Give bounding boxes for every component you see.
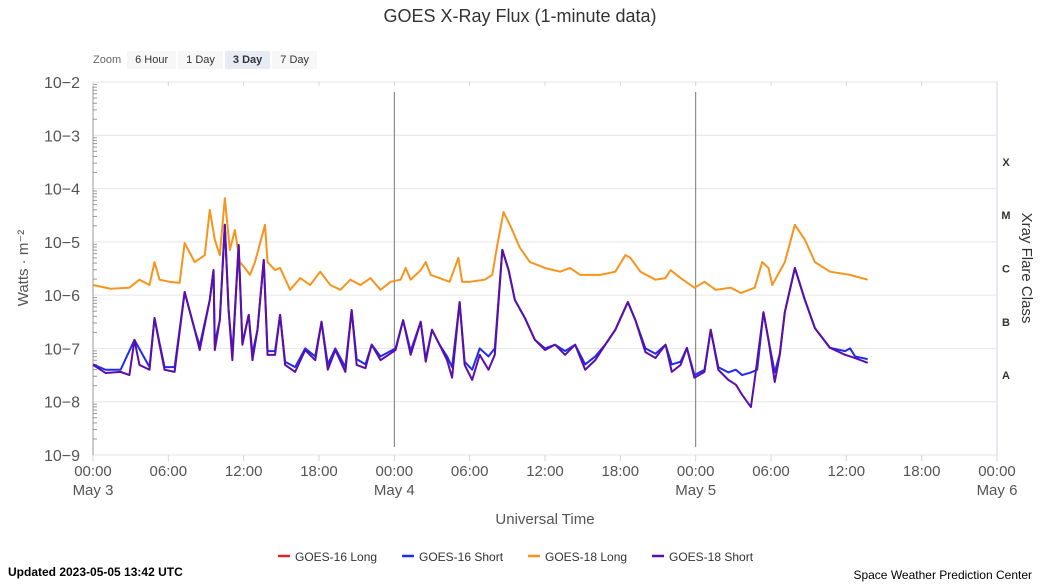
series-line-goes-18-short <box>92 223 869 409</box>
x-axis-title: Universal Time <box>495 511 594 528</box>
zoom-1-day-button[interactable]: 1 Day <box>178 51 223 69</box>
y-tick-label: 10−3 <box>44 128 80 145</box>
y-axis-title: Watts · m⁻² <box>15 230 32 307</box>
zoom-selector: Zoom 6 Hour 1 Day 3 Day 7 Day <box>93 51 319 69</box>
chart-title: GOES X-Ray Flux (1-minute data) <box>383 6 657 26</box>
credit-text: Space Weather Prediction Center <box>853 568 1032 582</box>
updated-timestamp: Updated 2023-05-05 13:42 UTC <box>8 565 183 579</box>
flare-class-label: A <box>1002 370 1010 382</box>
y-tick-label: 10−8 <box>44 395 80 412</box>
x-date-label: May 5 <box>675 482 716 499</box>
y-tick-label: 10−5 <box>44 235 80 252</box>
x-date-label: May 3 <box>73 482 114 499</box>
y-tick-label: 10−2 <box>44 75 80 92</box>
y-tick-label: 10−6 <box>44 288 80 305</box>
x-tick-label: 12:00 <box>225 463 263 480</box>
x-tick-label: 00:00 <box>74 463 112 480</box>
zoom-3-day-button[interactable]: 3 Day <box>224 51 271 69</box>
legend-item[interactable]: GOES-18 Long <box>545 550 627 564</box>
right-axis-title: Xray Flare Class <box>1018 213 1035 324</box>
x-tick-label: 00:00 <box>978 463 1016 480</box>
x-tick-label: 00:00 <box>677 463 715 480</box>
x-tick-label: 12:00 <box>828 463 866 480</box>
flare-class-label: C <box>1002 264 1010 276</box>
legend-item[interactable]: GOES-16 Long <box>295 550 377 564</box>
y-tick-label: 10−9 <box>44 448 80 465</box>
flare-class-label: M <box>1001 210 1010 222</box>
x-tick-label: 18:00 <box>903 463 941 480</box>
zoom-7-day-button[interactable]: 7 Day <box>272 51 318 69</box>
x-tick-label: 18:00 <box>300 463 338 480</box>
zoom-6-hour-button[interactable]: 6 Hour <box>127 51 177 69</box>
flare-class-label: B <box>1002 317 1010 329</box>
x-tick-label: 06:00 <box>150 463 188 480</box>
x-tick-label: 06:00 <box>451 463 489 480</box>
x-date-label: May 6 <box>977 482 1018 499</box>
y-tick-label: 10−7 <box>44 341 80 358</box>
legend-item[interactable]: GOES-16 Short <box>419 550 504 564</box>
x-tick-label: 00:00 <box>376 463 414 480</box>
x-date-label: May 4 <box>374 482 415 499</box>
legend-item[interactable]: GOES-18 Short <box>669 550 754 564</box>
x-tick-label: 06:00 <box>752 463 790 480</box>
series-line-goes-18-long <box>92 197 868 295</box>
x-tick-label: 12:00 <box>526 463 564 480</box>
zoom-label: Zoom <box>93 54 122 66</box>
x-tick-label: 18:00 <box>602 463 640 480</box>
y-tick-label: 10−4 <box>44 182 80 199</box>
flare-class-label: X <box>1002 157 1010 169</box>
